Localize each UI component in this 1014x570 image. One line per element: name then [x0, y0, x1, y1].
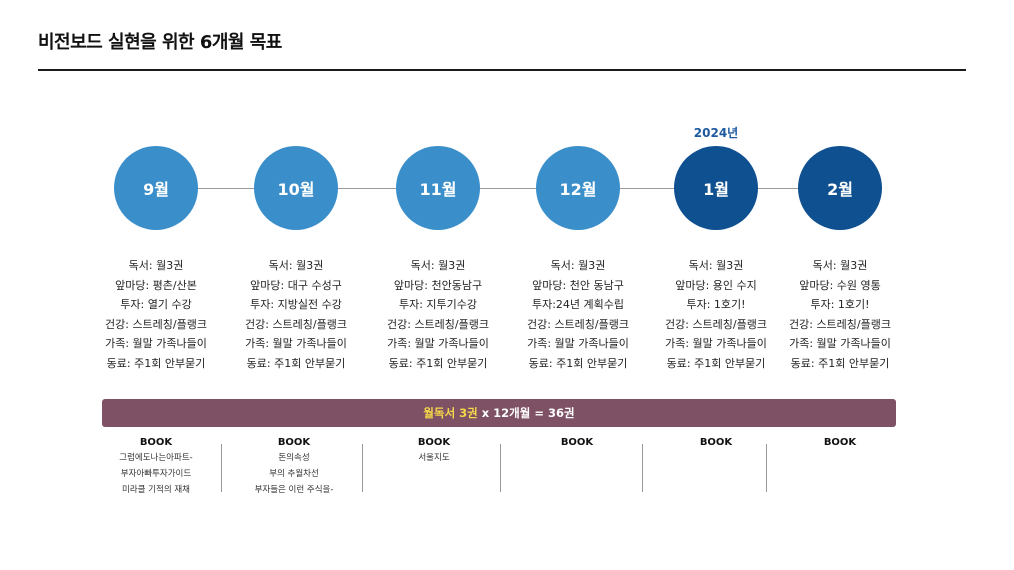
- timeline-connector: [156, 188, 836, 189]
- goal-family: 가족: 월말 가족나들이: [527, 337, 629, 350]
- month-circle-sep: 9월: [114, 146, 198, 230]
- month-circle-feb: 2월: [798, 146, 882, 230]
- book-column-feb: BOOK: [770, 436, 910, 450]
- goal-family: 가족: 월말 가족나들이: [245, 337, 347, 350]
- book-heading: BOOK: [277, 437, 311, 448]
- page-title: 비전보드 실현을 위한 6개월 목표: [38, 32, 282, 53]
- goal-list-nov: 독서: 월3권 앞마당: 천안동남구 투자: 지투기수강 건강: 스트레칭/플랭…: [363, 256, 513, 373]
- goal-family: 가족: 월말 가족나들이: [387, 337, 489, 350]
- banner-highlight: 월독서 3권: [423, 406, 478, 420]
- goal-region: 앞마당: 수원 영통: [799, 278, 881, 292]
- month-circle-nov: 11월: [396, 146, 480, 230]
- book-title: 부의 추월차선: [269, 469, 319, 479]
- goal-investment: 투자: 1호기!: [810, 298, 870, 311]
- reading-target-banner: 월독서 3권 x 12개월 = 36권: [102, 399, 896, 427]
- book-divider: [766, 444, 767, 492]
- goal-colleague: 동료: 주1회 안부묻기: [246, 356, 346, 370]
- goal-investment: 투자: 지투기수강: [398, 298, 478, 311]
- year-label: 2024년: [693, 126, 739, 140]
- goal-reading: 독서: 월3권: [268, 259, 324, 272]
- goal-investment: 투자: 지방실전 수강: [250, 298, 342, 311]
- month-label: 12월: [559, 180, 597, 199]
- goal-colleague: 동료: 주1회 안부묻기: [528, 356, 628, 370]
- month-label: 9월: [143, 180, 169, 199]
- book-column-oct: BOOK 돈의속성 부의 추월차선 부자들은 이런 주식을-: [224, 436, 364, 498]
- book-column-sep: BOOK 그럼에도나는아파트- 부자아빠투자가이드 미라클 기적의 재채: [86, 436, 226, 498]
- goal-health: 건강: 스트레칭/플랭크: [245, 317, 347, 331]
- month-circle-oct: 10월: [254, 146, 338, 230]
- goal-list-oct: 독서: 월3권 앞마당: 대구 수성구 투자: 지방실전 수강 건강: 스트레칭…: [221, 256, 371, 373]
- title-underline: [38, 69, 966, 71]
- goal-investment: 투자: 1호기!: [686, 298, 746, 311]
- goal-region: 앞마당: 용인 수지: [675, 278, 757, 292]
- book-divider: [500, 444, 501, 492]
- goal-list-dec: 독서: 월3권 앞마당: 천안 동남구 투자:24년 계획수립 건강: 스트레칭…: [503, 256, 653, 373]
- banner-formula: x 12개월 = 36권: [477, 406, 575, 420]
- goal-colleague: 동료: 주1회 안부묻기: [388, 356, 488, 370]
- goal-health: 건강: 스트레칭/플랭크: [527, 317, 629, 331]
- goal-reading: 독서: 월3권: [128, 259, 184, 272]
- goal-region: 앞마당: 천안동남구: [393, 278, 483, 292]
- book-title: 그럼에도나는아파트-: [119, 453, 193, 463]
- goal-health: 건강: 스트레칭/플랭크: [665, 317, 767, 331]
- goal-family: 가족: 월말 가족나들이: [665, 337, 767, 350]
- goal-reading: 독서: 월3권: [812, 259, 868, 272]
- book-divider: [221, 444, 222, 492]
- goal-colleague: 동료: 주1회 안부묻기: [790, 356, 890, 370]
- book-title: 돈의속성: [278, 453, 310, 463]
- book-column-dec: BOOK: [507, 436, 647, 450]
- month-label: 11월: [419, 180, 457, 199]
- book-title: 부자아빠투자가이드: [120, 469, 192, 479]
- goal-colleague: 동료: 주1회 안부묻기: [106, 356, 206, 370]
- book-heading: BOOK: [139, 437, 173, 448]
- goal-health: 건강: 스트레칭/플랭크: [387, 317, 489, 331]
- book-column-nov: BOOK 서울지도: [364, 436, 504, 466]
- month-label: 1월: [703, 180, 729, 199]
- goal-region: 앞마당: 대구 수성구: [250, 278, 342, 292]
- goal-list-sep: 독서: 월3권 앞마당: 평촌/산본 투자: 열기 수강 건강: 스트레칭/플랭…: [81, 256, 231, 373]
- book-divider: [362, 444, 363, 492]
- goal-list-feb: 독서: 월3권 앞마당: 수원 영통 투자: 1호기! 건강: 스트레칭/플랭크…: [765, 256, 915, 373]
- goal-investment: 투자:24년 계획수립: [531, 298, 625, 311]
- goal-reading: 독서: 월3권: [688, 259, 744, 272]
- goal-family: 가족: 월말 가족나들이: [105, 337, 207, 350]
- goal-list-jan: 독서: 월3권 앞마당: 용인 수지 투자: 1호기! 건강: 스트레칭/플랭크…: [641, 256, 791, 373]
- month-circle-dec: 12월: [536, 146, 620, 230]
- book-divider: [642, 444, 643, 492]
- book-title: 부자들은 이런 주식을-: [254, 485, 334, 495]
- book-heading: BOOK: [560, 437, 594, 448]
- month-label: 10월: [277, 180, 315, 199]
- book-heading: BOOK: [699, 437, 733, 448]
- goal-health: 건강: 스트레칭/플랭크: [789, 317, 891, 331]
- book-heading: BOOK: [823, 437, 857, 448]
- book-title: 미라클 기적의 재채: [122, 485, 190, 495]
- goal-reading: 독서: 월3권: [550, 259, 606, 272]
- month-circle-jan: 1월: [674, 146, 758, 230]
- goal-health: 건강: 스트레칭/플랭크: [105, 317, 207, 331]
- book-heading: BOOK: [417, 437, 451, 448]
- goal-region: 앞마당: 천안 동남구: [532, 278, 624, 292]
- book-title: 서울지도: [418, 453, 450, 463]
- goal-colleague: 동료: 주1회 안부묻기: [666, 356, 766, 370]
- book-column-jan: BOOK: [646, 436, 786, 450]
- goal-reading: 독서: 월3권: [410, 259, 466, 272]
- goal-investment: 투자: 열기 수강: [120, 298, 192, 311]
- goal-family: 가족: 월말 가족나들이: [789, 337, 891, 350]
- month-label: 2월: [827, 180, 853, 199]
- goal-region: 앞마당: 평촌/산본: [115, 278, 197, 292]
